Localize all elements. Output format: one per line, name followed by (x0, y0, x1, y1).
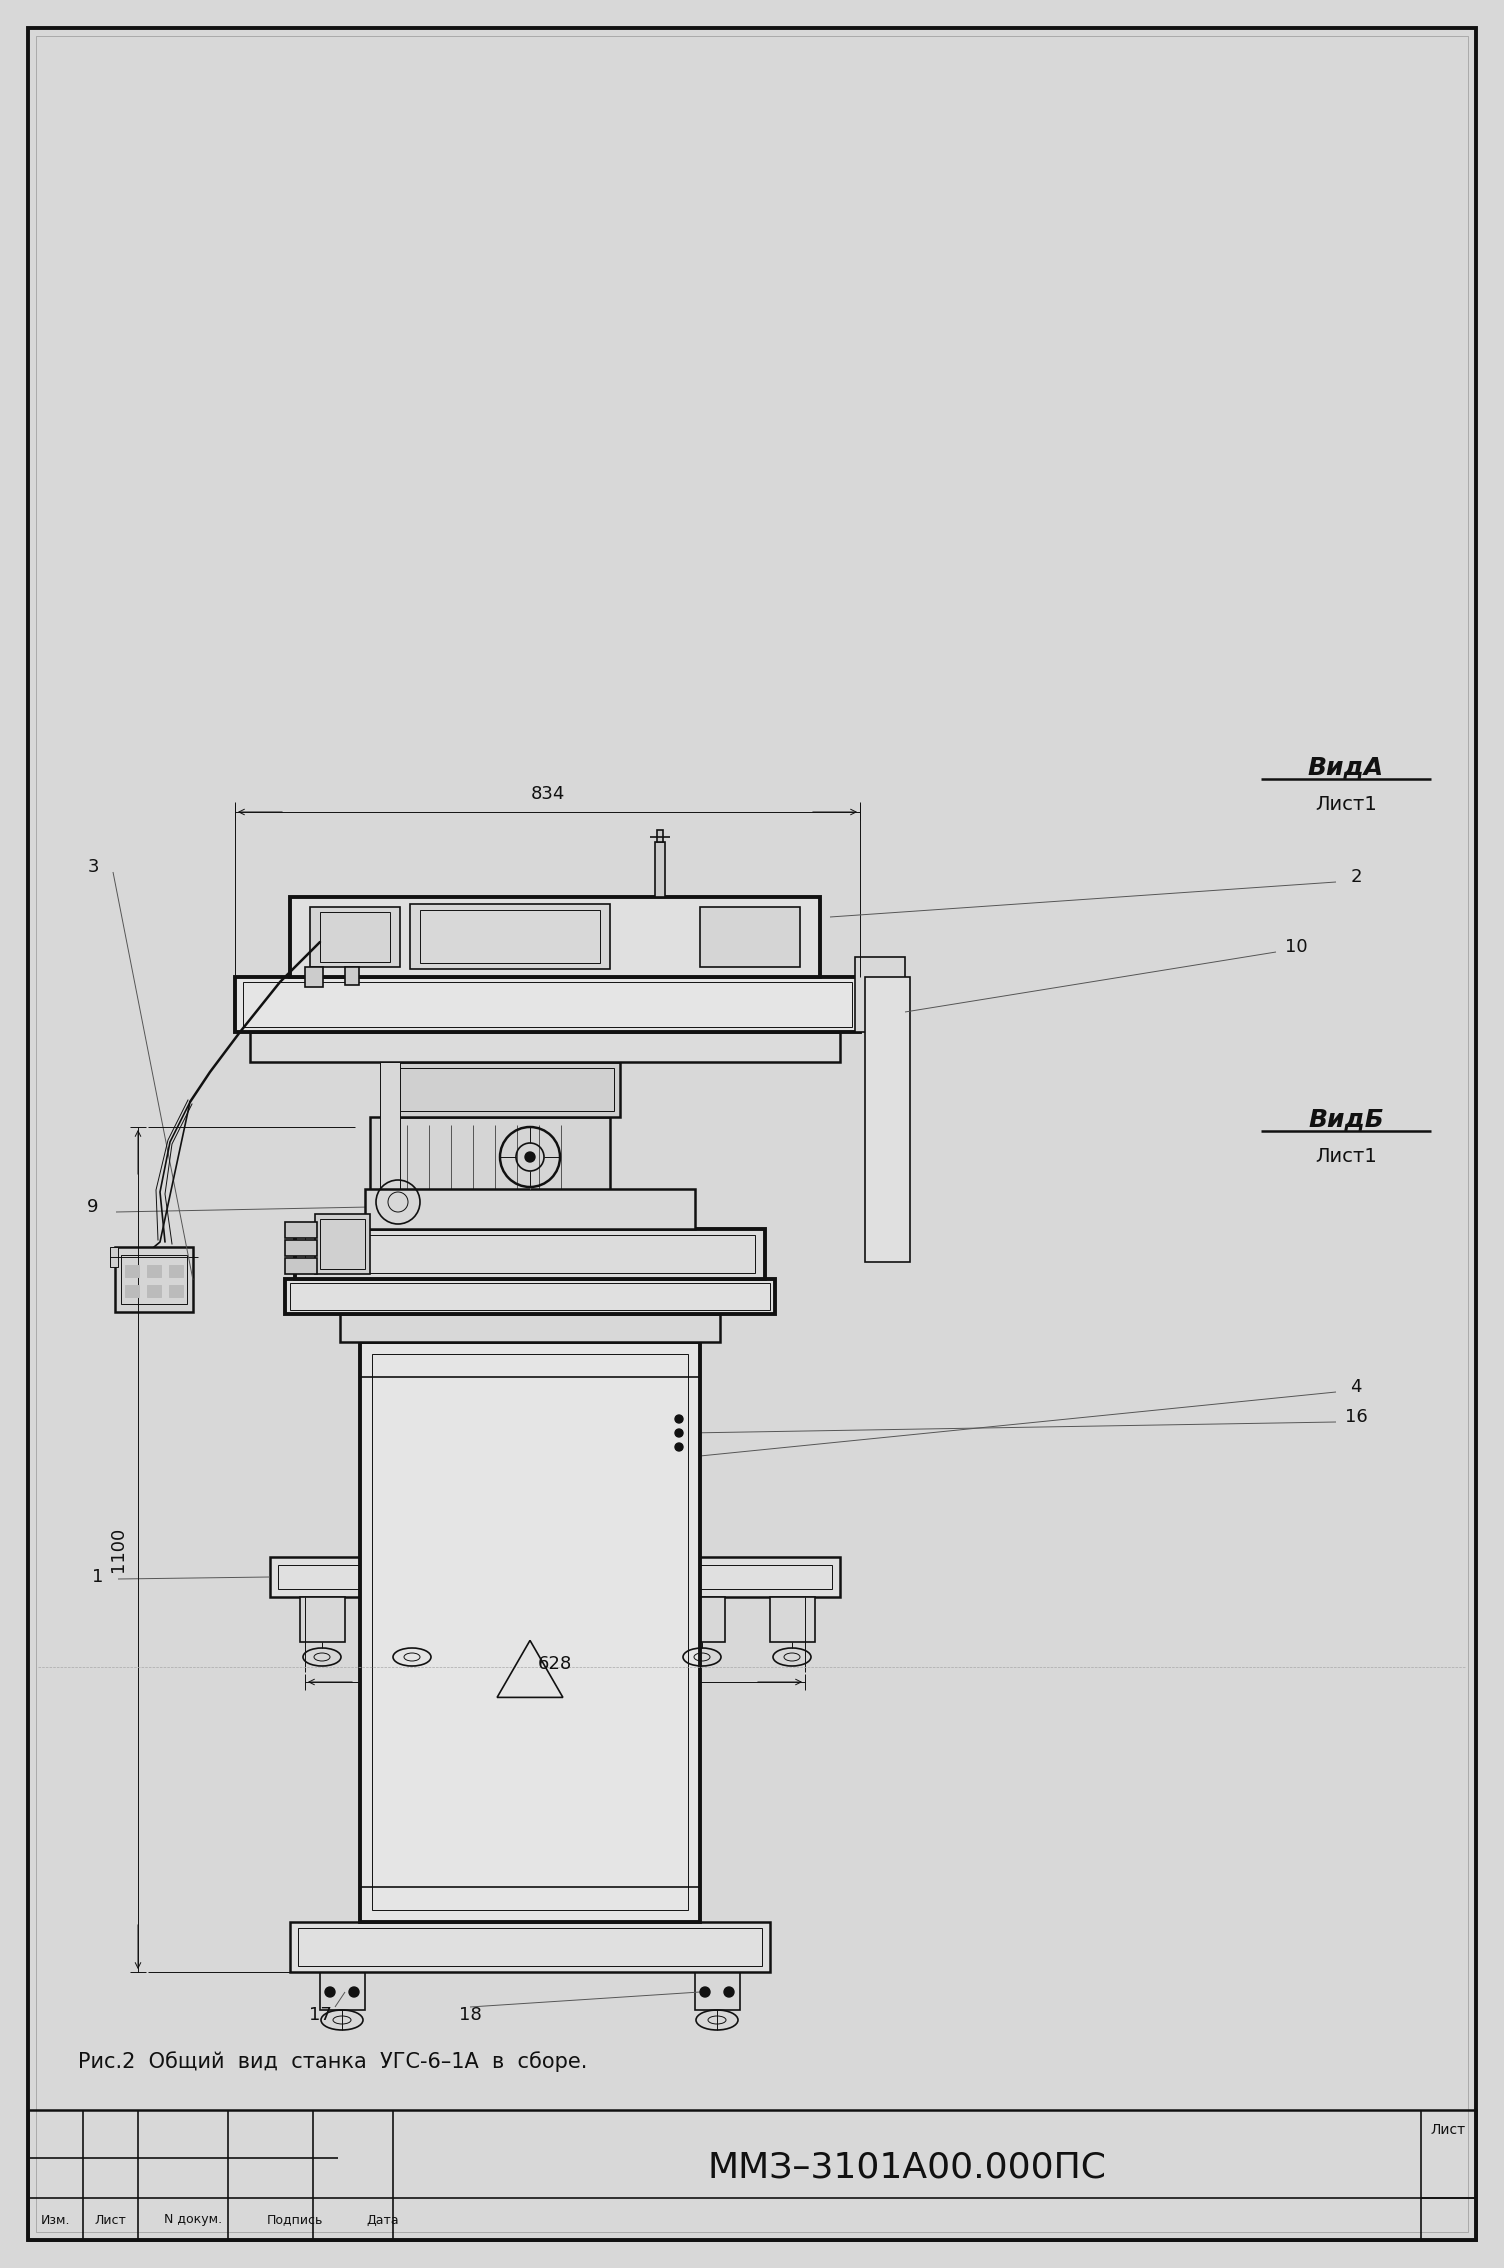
Bar (657, 830, 663, 841)
Text: Лист1: Лист1 (1314, 796, 1376, 814)
Bar (365, 1188, 695, 1229)
Circle shape (349, 1987, 359, 1998)
Bar (320, 1971, 365, 2009)
Text: 628: 628 (538, 1656, 572, 1674)
Bar (284, 1259, 317, 1275)
Bar (290, 1921, 770, 1971)
Bar (411, 905, 611, 968)
Text: ММЗ–3101А00.000ПС: ММЗ–3101А00.000ПС (707, 2150, 1107, 2184)
Bar (344, 966, 359, 984)
Bar (250, 1032, 841, 1061)
Bar (271, 1558, 841, 1597)
Text: 18: 18 (459, 2005, 481, 2023)
Text: Изм.: Изм. (41, 2214, 69, 2227)
Text: Дата: Дата (367, 2214, 400, 2227)
Bar (110, 1247, 117, 1268)
Bar (284, 1279, 775, 1313)
Text: 17: 17 (308, 2005, 331, 2023)
Text: 1: 1 (92, 1567, 104, 1585)
Text: Лист: Лист (1430, 2123, 1465, 2136)
Bar (284, 1222, 317, 1238)
Circle shape (699, 1987, 710, 1998)
Bar (420, 909, 600, 964)
Bar (669, 1408, 687, 1456)
Bar (299, 1597, 344, 1642)
Bar (168, 1266, 183, 1277)
Bar (370, 1118, 611, 1286)
Bar (320, 1218, 365, 1270)
Bar (390, 1597, 435, 1642)
Circle shape (325, 1987, 335, 1998)
Text: ВидБ: ВидБ (1308, 1107, 1384, 1132)
Bar (699, 907, 800, 966)
Text: N докум.: N докум. (164, 2214, 223, 2227)
Bar (147, 1266, 161, 1277)
Circle shape (675, 1442, 683, 1452)
Text: 9: 9 (87, 1198, 99, 1216)
Bar (390, 1061, 620, 1118)
Bar (411, 1327, 611, 1558)
Bar (320, 912, 390, 962)
Bar (359, 1343, 699, 1921)
Bar (340, 1313, 720, 1343)
Bar (168, 1286, 183, 1297)
Circle shape (525, 1152, 535, 1161)
Bar (371, 1354, 687, 1910)
Bar (314, 1213, 370, 1275)
Text: Лист: Лист (95, 2214, 126, 2227)
Bar (125, 1266, 138, 1277)
Bar (854, 957, 905, 1032)
Bar (120, 1254, 186, 1304)
Text: 16: 16 (1345, 1408, 1367, 1427)
Circle shape (723, 1987, 734, 1998)
Bar (396, 1286, 626, 1327)
Bar (298, 1928, 763, 1966)
Bar (396, 1068, 614, 1111)
Text: Рис.2  Общий  вид  станка  УГС-6–1А  в  сборе.: Рис.2 Общий вид станка УГС-6–1А в сборе. (78, 2053, 588, 2073)
Bar (695, 1971, 740, 2009)
Bar (278, 1565, 832, 1590)
Circle shape (675, 1415, 683, 1422)
Bar (147, 1286, 161, 1297)
Bar (656, 841, 665, 898)
Text: 3: 3 (87, 857, 99, 875)
Bar (770, 1597, 815, 1642)
Bar (290, 898, 820, 978)
Bar (290, 1284, 770, 1311)
Bar (310, 907, 400, 966)
Bar (235, 978, 860, 1032)
Bar (680, 1597, 725, 1642)
Text: 4: 4 (1351, 1379, 1361, 1397)
Bar (114, 1247, 193, 1311)
Text: 2: 2 (1351, 869, 1361, 887)
Circle shape (675, 1429, 683, 1438)
Text: Подпись: Подпись (266, 2214, 323, 2227)
Text: 10: 10 (1284, 939, 1307, 957)
Bar (295, 1229, 766, 1279)
Text: Лист1: Лист1 (1314, 1148, 1376, 1166)
Bar (29, 2109, 1475, 2241)
Bar (865, 978, 910, 1261)
Text: ВидА: ВидА (1308, 755, 1384, 778)
Text: 834: 834 (531, 785, 564, 803)
Bar (305, 1236, 755, 1272)
Bar (284, 1241, 317, 1256)
Bar (305, 966, 323, 987)
Bar (381, 1061, 400, 1327)
Bar (244, 982, 851, 1027)
Bar (125, 1286, 138, 1297)
Text: 1100: 1100 (108, 1526, 126, 1572)
